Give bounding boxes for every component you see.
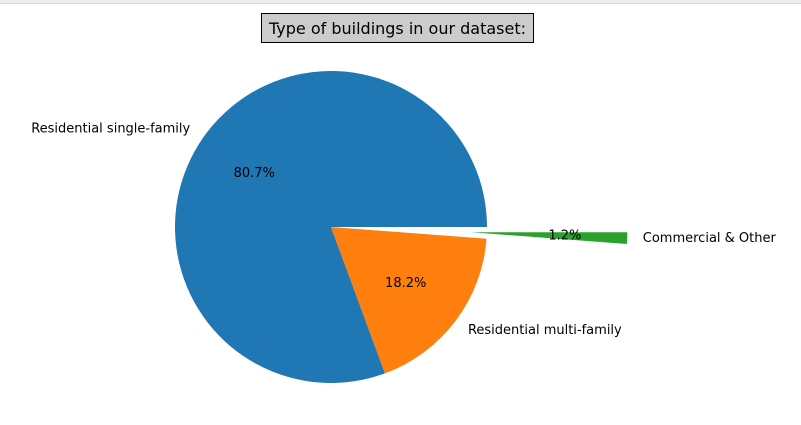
window-top-border: [0, 0, 801, 4]
pie-pct-label-0: 80.7%: [234, 166, 275, 181]
pie-slice-1: [331, 227, 487, 374]
pie-category-label-0: Residential single-family: [31, 121, 190, 136]
pie-pct-label-2: 1.2%: [548, 228, 581, 243]
pie-category-label-1: Residential multi-family: [468, 323, 622, 338]
pie-slice-2: [471, 232, 628, 245]
chart-title: Type of buildings in our dataset:: [261, 13, 534, 43]
pie-category-label-2: Commercial & Other: [643, 231, 777, 246]
pie-pct-label-1: 18.2%: [385, 276, 426, 291]
